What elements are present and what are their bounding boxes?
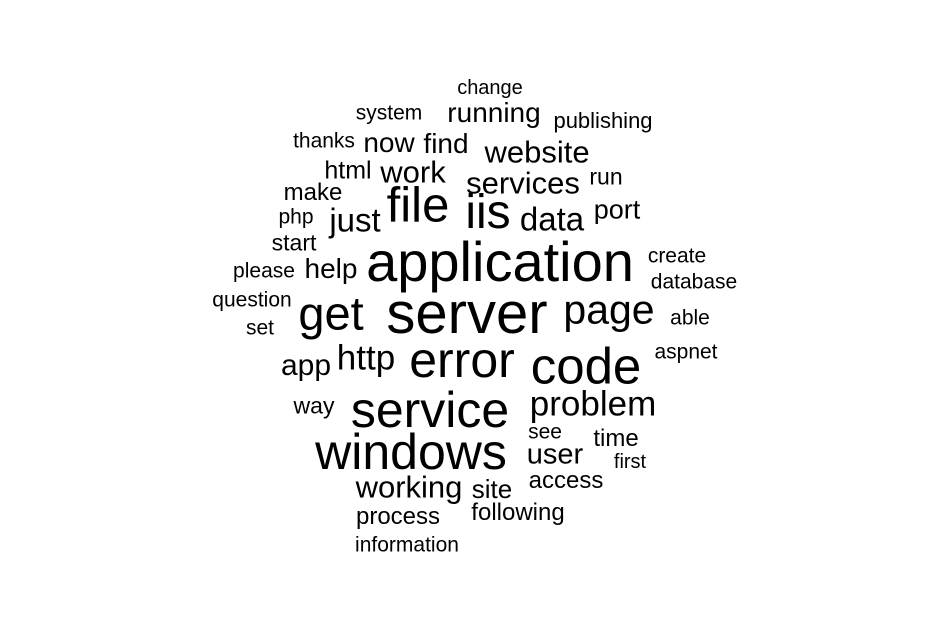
word-please: please [233, 259, 295, 283]
word-problem: problem [529, 384, 657, 424]
word-database: database [650, 270, 738, 294]
word-set: set [245, 316, 275, 340]
word-help: help [304, 253, 358, 284]
word-access: access [528, 467, 604, 494]
word-thanks: thanks [293, 129, 355, 153]
word-site: site [471, 474, 513, 504]
word-port: port [593, 194, 641, 225]
word-change: change [457, 77, 523, 99]
word-publishing: publishing [553, 108, 653, 133]
word-time: time [593, 425, 639, 452]
word-app: app [280, 349, 332, 382]
word-server: server [386, 281, 548, 346]
word-first: first [613, 451, 647, 473]
word-just: just [329, 201, 381, 239]
word-get: get [298, 286, 364, 340]
word-see: see [528, 420, 562, 444]
word-page: page [563, 286, 655, 333]
word-data: data [519, 200, 585, 238]
word-running: running [447, 97, 541, 128]
word-application: application [366, 230, 634, 293]
word-make: make [283, 179, 343, 206]
word-find: find [423, 128, 469, 159]
word-html: html [324, 156, 372, 185]
word-create: create [647, 244, 707, 268]
word-work: work [380, 154, 446, 190]
word-system: system [355, 101, 423, 125]
word-php: php [278, 205, 314, 229]
word-working: working [355, 469, 463, 505]
word-aspnet: aspnet [654, 340, 718, 364]
word-process: process [355, 503, 441, 530]
word-iis: iis [465, 186, 511, 239]
word-service: service [350, 382, 510, 438]
word-user: user [526, 438, 584, 471]
word-now: now [363, 127, 415, 158]
word-question: question [212, 288, 292, 312]
word-able: able [670, 306, 710, 330]
word-code: code [530, 337, 642, 395]
word-way: way [293, 392, 335, 419]
word-error: error [409, 332, 515, 388]
word-website: website [484, 134, 590, 170]
word-windows: windows [315, 424, 507, 480]
word-file: file [386, 178, 450, 233]
word-following: following [471, 499, 565, 526]
word-http: http [336, 338, 396, 378]
word-start: start [271, 229, 317, 256]
word-information: information [355, 533, 459, 557]
word-run: run [589, 163, 623, 190]
word-services: services [466, 165, 580, 201]
